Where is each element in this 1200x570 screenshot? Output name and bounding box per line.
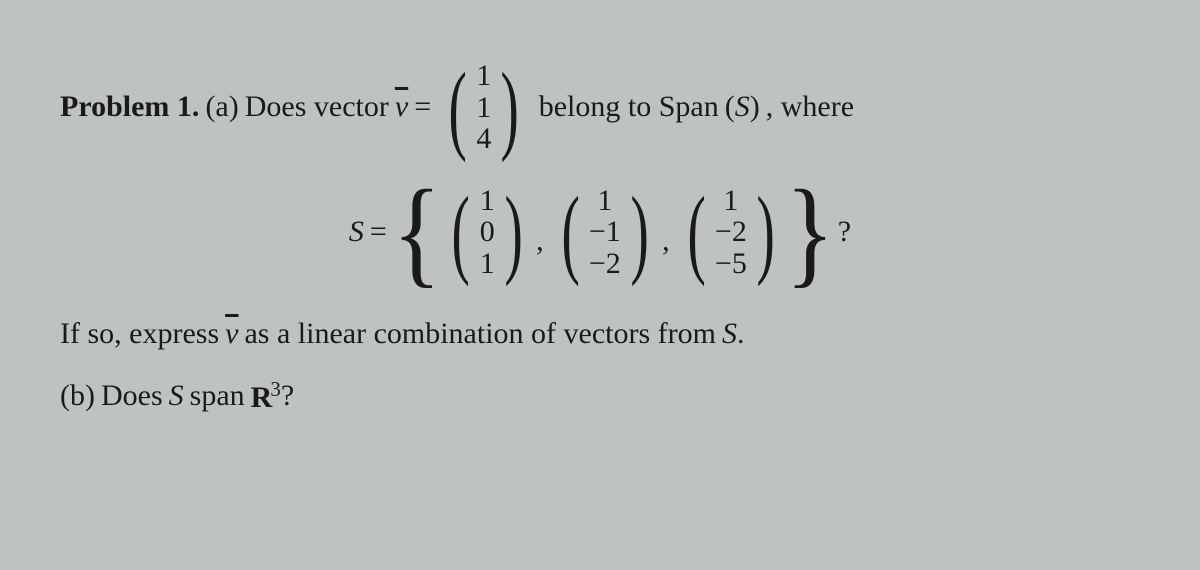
text-where: , where <box>766 87 854 128</box>
vector-v-entries: 1 1 4 <box>474 60 493 155</box>
vec-entry: 1 <box>723 185 738 217</box>
v-entry: 1 <box>476 92 491 124</box>
lparen-icon: ( <box>561 194 579 269</box>
set-vector-1: ( 1 0 1 ) <box>444 185 530 280</box>
S-symbol: S <box>349 212 364 253</box>
vec1-entries: 1 0 1 <box>478 185 497 280</box>
equals-sign: = <box>414 87 431 128</box>
comma: , <box>662 221 670 262</box>
period: . <box>737 314 745 355</box>
vec3-entries: 1 −2 −5 <box>713 185 749 280</box>
line-1: Problem 1. (a) Does vector v = ( 1 1 4 )… <box>60 60 1140 155</box>
vector-v-symbol: v <box>395 87 408 128</box>
problem-label: Problem 1. <box>60 87 199 128</box>
vec-entry: −5 <box>715 248 747 280</box>
part-a-label: (a) <box>205 87 238 128</box>
rparen-icon: ) <box>501 70 519 145</box>
question-mark: ? <box>838 212 851 253</box>
rbrace-icon: } <box>785 190 834 274</box>
question-mark: ? <box>281 376 294 417</box>
rparen-icon: ) <box>630 194 648 269</box>
vec-entry: −2 <box>589 248 621 280</box>
comma: , <box>536 221 544 262</box>
v-entry: 4 <box>476 123 491 155</box>
problem-page: Problem 1. (a) Does vector v = ( 1 1 4 )… <box>0 0 1200 458</box>
set-braces: { ( 1 0 1 ) , ( 1 −1 −2 ) , <box>393 185 834 280</box>
lparen-icon: ( <box>452 194 470 269</box>
text-as-linear-combination: as a linear combination of vectors from <box>244 314 716 355</box>
text-does-vector: Does vector <box>245 87 389 128</box>
lparen-icon: ( <box>687 194 705 269</box>
vec-entry: 1 <box>597 185 612 217</box>
vec-entry: 0 <box>480 216 495 248</box>
vector-v-column: ( 1 1 4 ) <box>441 60 527 155</box>
vector-v-symbol: v <box>225 314 238 355</box>
R3-symbol: R3 <box>251 375 281 419</box>
line-3: If so, express v as a linear combination… <box>60 314 1140 355</box>
lbrace-icon: { <box>392 190 441 274</box>
text-if-so-express: If so, express <box>60 314 219 355</box>
rparen-icon: ) <box>504 194 522 269</box>
lparen-icon: ( <box>449 70 467 145</box>
vec-entry: −2 <box>715 216 747 248</box>
vec-entry: 1 <box>480 185 495 217</box>
S-symbol: S <box>722 314 737 355</box>
span-S-paren: ((S)S) <box>725 87 760 128</box>
S-symbol: S <box>169 376 184 417</box>
set-vector-3: ( 1 −2 −5 ) <box>680 185 783 280</box>
set-S-definition: S = { ( 1 0 1 ) , ( 1 −1 −2 <box>60 185 1140 280</box>
line-4: (b) Does S span R3 ? <box>60 375 1140 419</box>
vec2-entries: 1 −1 −2 <box>587 185 623 280</box>
text-does: Does <box>101 376 163 417</box>
part-b-label: (b) <box>60 376 95 417</box>
set-vector-2: ( 1 −1 −2 ) <box>554 185 657 280</box>
v-entry: 1 <box>476 60 491 92</box>
equals-sign: = <box>370 212 387 253</box>
rparen-icon: ) <box>756 194 774 269</box>
vec-entry: 1 <box>480 248 495 280</box>
text-span: span <box>190 376 245 417</box>
vec-entry: −1 <box>589 216 621 248</box>
text-belong-to-span: belong to Span <box>539 87 719 128</box>
